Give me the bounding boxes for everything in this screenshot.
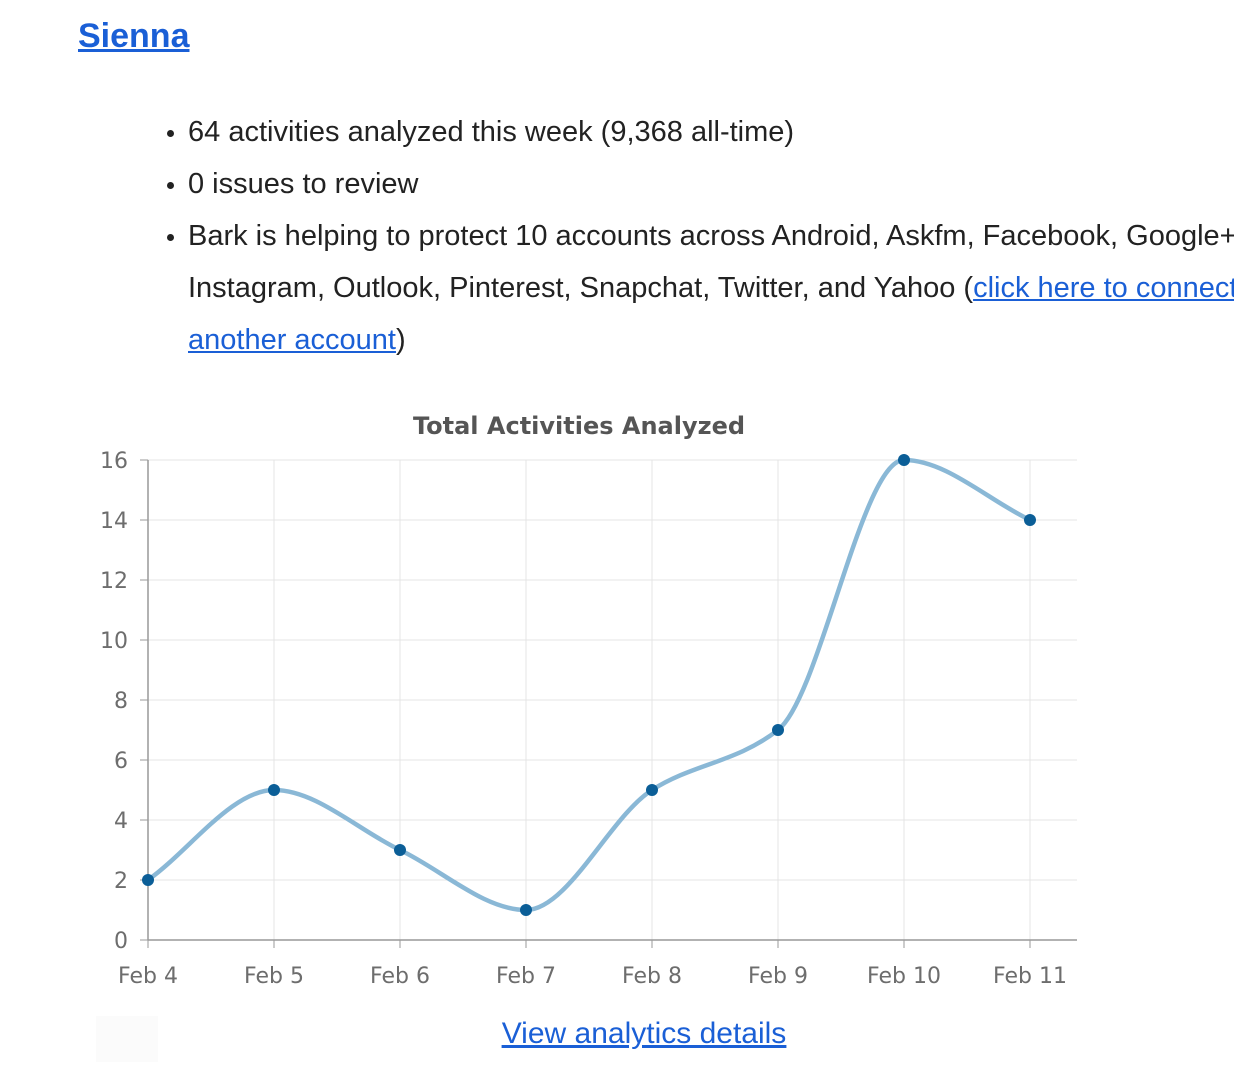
y-tick-label: 14 <box>100 509 128 534</box>
summary-accounts: Bark is helping to protect 10 accounts a… <box>188 210 1234 366</box>
accounts-text: Bark is helping to protect 10 accounts a… <box>188 220 1234 304</box>
series-line <box>145 457 1033 913</box>
x-tick-label: Feb 5 <box>244 964 304 989</box>
y-tick-label: 12 <box>100 569 128 594</box>
y-tick-label: 8 <box>114 689 128 714</box>
y-tick-label: 0 <box>114 929 128 954</box>
faint-placeholder <box>96 1016 158 1062</box>
x-tick-label: Feb 7 <box>496 964 556 989</box>
y-tick-label: 10 <box>100 629 128 654</box>
y-tick-label: 16 <box>100 449 128 474</box>
chart-axes <box>140 459 1077 948</box>
x-tick-label: Feb 8 <box>622 964 682 989</box>
y-tick-label: 6 <box>114 749 128 774</box>
student-name-link[interactable]: Sienna <box>78 17 190 55</box>
data-point <box>1024 514 1036 526</box>
view-analytics-details-link[interactable]: View analytics details <box>501 1017 787 1050</box>
summary-issues: 0 issues to review <box>188 158 1234 210</box>
series-line-path <box>145 457 1033 913</box>
data-point <box>772 724 784 736</box>
accounts-close-paren: ) <box>395 324 406 356</box>
y-tick-label: 2 <box>114 869 128 894</box>
data-point <box>142 874 154 886</box>
view-analytics-details-link-container: View analytics details <box>0 1017 1234 1051</box>
activities-line-chart: Total Activities Analyzed 0246810121416 … <box>100 412 1077 989</box>
x-tick-label: Feb 4 <box>118 964 178 989</box>
summary-list: 64 activities analyzed this week (9,368 … <box>150 106 1234 366</box>
data-point <box>394 844 406 856</box>
chart-title: Total Activities Analyzed <box>413 412 745 440</box>
y-tick-label: 4 <box>114 809 128 834</box>
x-tick-labels: Feb 4 Feb 5 Feb 6 Feb 7 Feb 8 Feb 9 Feb 10 Feb … <box>118 964 1067 989</box>
x-tick-label: Feb 6 <box>370 964 430 989</box>
x-tick-label: Feb 11 <box>993 964 1067 989</box>
data-point <box>268 784 280 796</box>
series-points <box>142 454 1036 916</box>
x-tick-label: Feb 10 <box>867 964 941 989</box>
chart-grid <box>148 459 1077 940</box>
y-tick-labels: 0 2 4 6 8 10 12 14 16 <box>100 449 128 954</box>
summary-activities: 64 activities analyzed this week (9,368 … <box>188 106 1234 158</box>
data-point <box>646 784 658 796</box>
data-point <box>520 904 532 916</box>
x-tick-label: Feb 9 <box>748 964 808 989</box>
connect-account-link[interactable]: click here to connect another account <box>188 272 1234 356</box>
data-point <box>898 454 910 466</box>
